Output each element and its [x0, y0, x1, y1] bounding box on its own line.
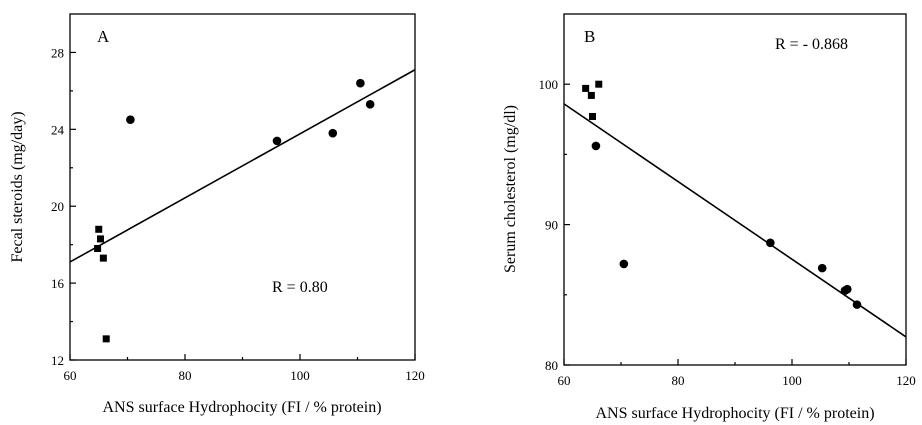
data-point-square	[95, 225, 103, 233]
data-point-circle	[365, 100, 375, 109]
x-tick-label: 120	[896, 373, 916, 388]
x-axis-title: ANS surface Hydrophocity (FI / % protein…	[595, 405, 874, 422]
y-tick-label: 16	[51, 276, 65, 291]
x-tick-label: 80	[672, 373, 685, 388]
y-tick-label: 28	[51, 45, 64, 60]
data-point-circle	[356, 78, 365, 88]
y-tick-label: 12	[51, 353, 64, 368]
plot-frame	[563, 13, 907, 366]
data-point-circle	[817, 263, 827, 273]
y-tick-label: 80	[545, 358, 558, 373]
y-tick-label: 90	[545, 218, 558, 233]
data-point-square	[589, 112, 596, 120]
data-point-square	[94, 245, 102, 253]
data-point-square	[582, 84, 590, 92]
correlation-annotation: R = 0.80	[272, 279, 328, 296]
x-tick-label: 60	[64, 368, 77, 383]
y-tick-label: 20	[51, 199, 64, 214]
data-point-circle	[766, 238, 775, 248]
x-tick-label: 100	[290, 368, 310, 383]
data-point-circle	[619, 259, 629, 269]
data-point-circle	[272, 136, 282, 146]
regression-line	[69, 69, 416, 263]
data-point-square	[587, 91, 595, 99]
data-point-circle	[328, 128, 338, 138]
y-tick-label: 24	[51, 122, 65, 137]
x-tick-label: 100	[782, 373, 802, 388]
data-point-circle	[842, 284, 852, 294]
x-tick-label: 60	[558, 373, 571, 388]
panel-label: B	[584, 27, 595, 46]
correlation-annotation: R = - 0.868	[775, 36, 848, 53]
data-point-circle	[126, 115, 135, 125]
panel-label: A	[97, 27, 110, 46]
y-axis-title: Serum cholesterol (mg/dl)	[502, 105, 519, 273]
data-point-circle	[852, 300, 862, 309]
data-point-square	[99, 254, 107, 262]
data-point-square	[102, 335, 110, 343]
y-axis-title: Fecal steroids (mg/day)	[9, 111, 26, 262]
data-point-circle	[591, 141, 601, 151]
regression-line	[563, 103, 907, 338]
data-point-square	[96, 235, 104, 243]
data-point-square	[595, 80, 603, 88]
plot-frame	[69, 13, 416, 361]
y-tick-label: 100	[539, 77, 559, 92]
x-axis-title: ANS surface Hydrophocity (FI / % protein…	[102, 399, 381, 416]
x-tick-label: 80	[179, 368, 192, 383]
x-tick-label: 120	[405, 368, 425, 383]
panel-a-chart: 60 80 100 120 12 16 20 24 28 A R = 0.80 ANS surface…	[9, 13, 425, 416]
